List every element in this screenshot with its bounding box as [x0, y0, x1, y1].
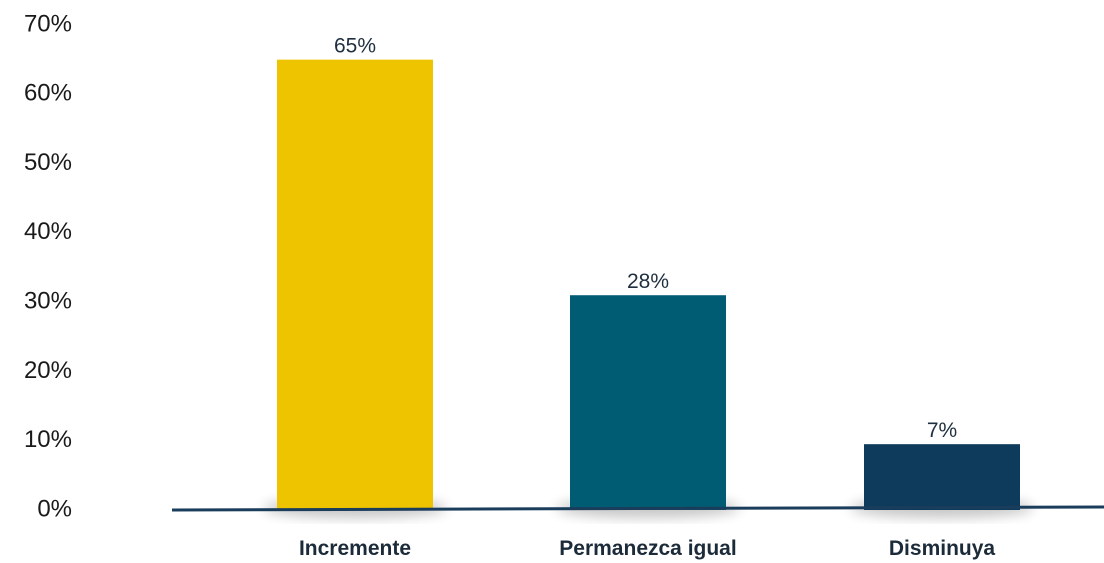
- y-tick-label: 70%: [24, 10, 72, 37]
- y-tick-label: 0%: [37, 495, 72, 522]
- data-label: 7%: [927, 419, 957, 442]
- bar-permanezca-igual: [570, 295, 726, 510]
- category-label: Disminuya: [889, 537, 996, 560]
- category-label: Incremente: [299, 537, 411, 560]
- y-tick-label: 20%: [24, 357, 72, 384]
- category-label: Permanezca igual: [559, 537, 736, 560]
- y-tick-label: 30%: [24, 287, 72, 314]
- bars: [277, 59, 1020, 511]
- y-axis-tick-labels: 0% 10% 20% 30% 40% 50% 60% 70%: [24, 10, 72, 522]
- bar-disminuya: [864, 444, 1020, 510]
- bar-incremente: [277, 59, 433, 511]
- y-tick-label: 10%: [24, 426, 72, 453]
- y-tick-label: 50%: [24, 149, 72, 176]
- x-axis: [171, 505, 1104, 512]
- data-label: 65%: [334, 35, 376, 58]
- y-tick-label: 40%: [24, 218, 72, 245]
- data-label: 28%: [627, 270, 669, 293]
- data-labels: 65% 28% 7%: [334, 35, 957, 443]
- x-axis-line: [171, 505, 1104, 512]
- category-labels: Incremente Permanezca igual Disminuya: [299, 537, 995, 560]
- y-tick-label: 60%: [24, 80, 72, 107]
